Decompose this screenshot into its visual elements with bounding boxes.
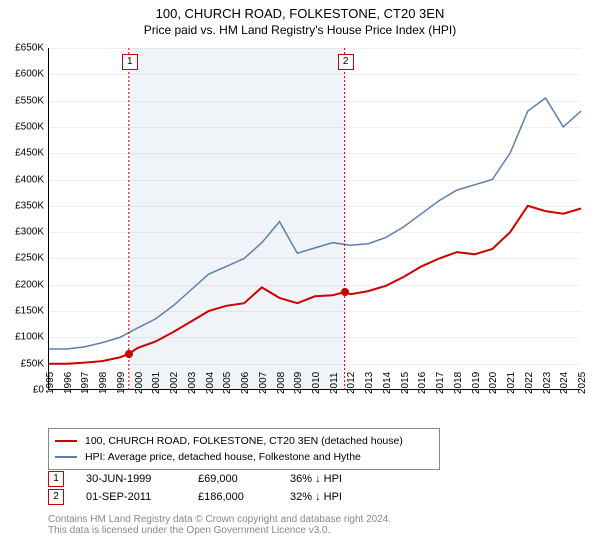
transaction-marker-box-icon: 2 xyxy=(338,54,354,70)
x-axis-label: 2001 xyxy=(151,372,153,394)
transaction-row: 2 01-SEP-2011 £186,000 32% ↓ HPI xyxy=(48,488,342,506)
x-axis-label: 2024 xyxy=(559,372,561,394)
transaction-price: £186,000 xyxy=(198,491,268,503)
y-axis-label: £300K xyxy=(2,227,44,238)
plot-frame: 12 xyxy=(48,48,580,390)
x-axis-label: 2019 xyxy=(471,372,473,394)
x-axis-label: 1995 xyxy=(45,372,47,394)
x-axis-label: 2010 xyxy=(311,372,313,394)
transaction-table: 1 30-JUN-1999 £69,000 36% ↓ HPI 2 01-SEP… xyxy=(48,470,342,506)
y-axis-label: £200K xyxy=(2,279,44,290)
transaction-dot-icon xyxy=(125,350,133,358)
y-axis-label: £650K xyxy=(2,43,44,54)
legend-label-property: 100, CHURCH ROAD, FOLKESTONE, CT20 3EN (… xyxy=(85,435,403,447)
x-axis-label: 2015 xyxy=(400,372,402,394)
y-axis-label: £450K xyxy=(2,148,44,159)
attribution-line: Contains HM Land Registry data © Crown c… xyxy=(48,514,580,525)
x-axis-label: 2000 xyxy=(134,372,136,394)
x-axis-label: 2025 xyxy=(577,372,579,394)
legend-swatch-property xyxy=(55,440,77,442)
x-axis-label: 1996 xyxy=(63,372,65,394)
x-axis-label: 2004 xyxy=(205,372,207,394)
y-axis-label: £50K xyxy=(2,358,44,369)
x-axis-label: 2017 xyxy=(435,372,437,394)
y-axis-label: £550K xyxy=(2,95,44,106)
transaction-row: 1 30-JUN-1999 £69,000 36% ↓ HPI xyxy=(48,470,342,488)
transaction-date: 01-SEP-2011 xyxy=(86,491,176,503)
x-axis-label: 1997 xyxy=(80,372,82,394)
y-axis-label: £400K xyxy=(2,174,44,185)
x-axis-label: 2007 xyxy=(258,372,260,394)
x-axis-label: 2003 xyxy=(187,372,189,394)
x-axis-label: 2016 xyxy=(417,372,419,394)
x-axis-label: 2023 xyxy=(542,372,544,394)
x-axis-label: 2005 xyxy=(222,372,224,394)
chart-container: 100, CHURCH ROAD, FOLKESTONE, CT20 3EN P… xyxy=(0,0,600,560)
y-axis-label: £600K xyxy=(2,69,44,80)
x-axis-label: 2018 xyxy=(453,372,455,394)
transaction-marker-1-icon: 1 xyxy=(48,471,64,487)
chart-title: 100, CHURCH ROAD, FOLKESTONE, CT20 3EN xyxy=(0,6,600,21)
chart-svg xyxy=(49,48,581,390)
series-line-hpi xyxy=(49,98,581,349)
x-axis-label: 2012 xyxy=(346,372,348,394)
x-axis-label: 1999 xyxy=(116,372,118,394)
legend-swatch-hpi xyxy=(55,456,77,458)
attribution-line: This data is licensed under the Open Gov… xyxy=(48,525,580,536)
y-axis-label: £150K xyxy=(2,306,44,317)
y-axis-label: £500K xyxy=(2,121,44,132)
legend-item-property: 100, CHURCH ROAD, FOLKESTONE, CT20 3EN (… xyxy=(55,433,433,449)
x-axis-label: 2011 xyxy=(329,372,331,394)
y-axis-label: £0 xyxy=(2,385,44,396)
x-axis-label: 2013 xyxy=(364,372,366,394)
x-axis-label: 2002 xyxy=(169,372,171,394)
transaction-date: 30-JUN-1999 xyxy=(86,473,176,485)
chart-subtitle: Price paid vs. HM Land Registry's House … xyxy=(0,23,600,37)
x-axis-label: 2009 xyxy=(293,372,295,394)
x-axis-label: 1998 xyxy=(98,372,100,394)
x-axis-label: 2008 xyxy=(276,372,278,394)
attribution: Contains HM Land Registry data © Crown c… xyxy=(48,514,580,536)
transaction-delta: 36% ↓ HPI xyxy=(290,473,342,485)
x-axis-label: 2006 xyxy=(240,372,242,394)
x-axis-label: 2022 xyxy=(524,372,526,394)
y-axis-label: £250K xyxy=(2,253,44,264)
titles: 100, CHURCH ROAD, FOLKESTONE, CT20 3EN P… xyxy=(0,0,600,37)
y-axis-label: £100K xyxy=(2,332,44,343)
transaction-price: £69,000 xyxy=(198,473,268,485)
x-axis-label: 2014 xyxy=(382,372,384,394)
x-axis-label: 2020 xyxy=(488,372,490,394)
plot-area: 12 £0£50K£100K£150K£200K£250K£300K£350K£… xyxy=(48,48,580,390)
transaction-marker-2-icon: 2 xyxy=(48,489,64,505)
transaction-dot-icon xyxy=(341,288,349,296)
transaction-delta: 32% ↓ HPI xyxy=(290,491,342,503)
legend-box: 100, CHURCH ROAD, FOLKESTONE, CT20 3EN (… xyxy=(48,428,440,470)
x-axis-label: 2021 xyxy=(506,372,508,394)
legend-label-hpi: HPI: Average price, detached house, Folk… xyxy=(85,451,361,463)
transaction-marker-box-icon: 1 xyxy=(122,54,138,70)
legend-item-hpi: HPI: Average price, detached house, Folk… xyxy=(55,449,433,465)
y-axis-label: £350K xyxy=(2,200,44,211)
